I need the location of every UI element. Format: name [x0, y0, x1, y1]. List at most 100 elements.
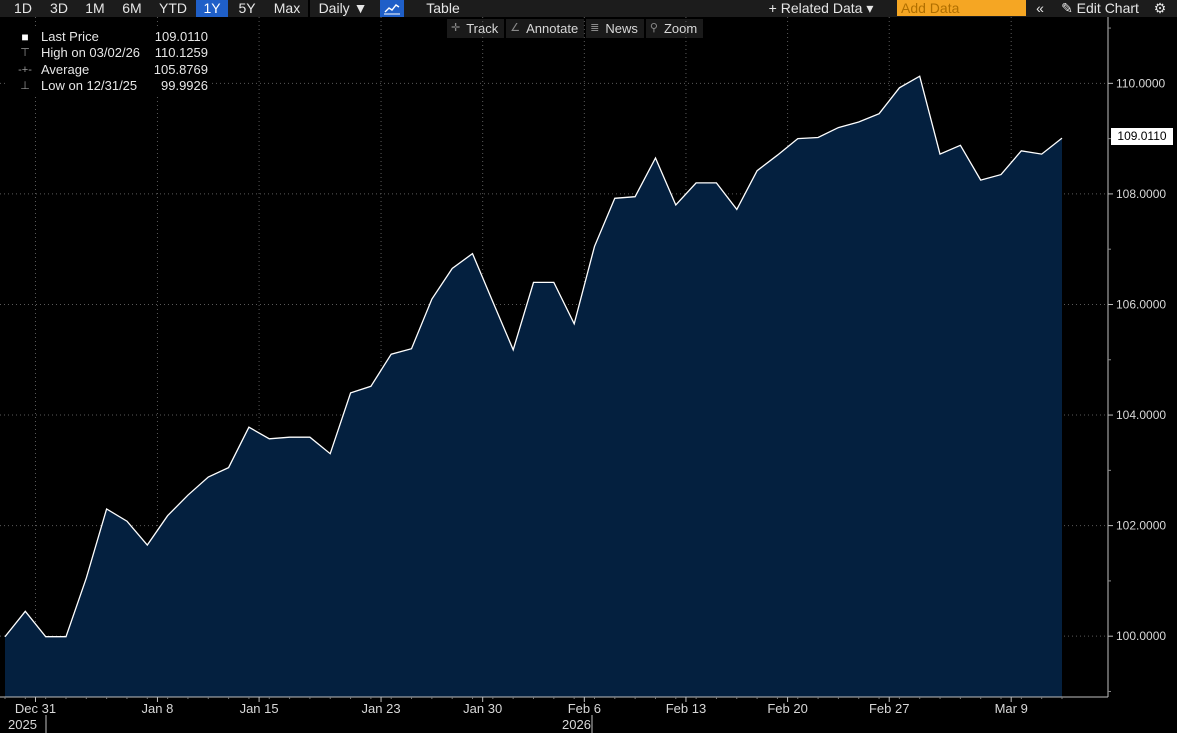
price-point — [613, 197, 616, 200]
legend-low[interactable]: ⊥ Low on 12/31/25 99.9926 — [8, 78, 212, 94]
price-point — [471, 252, 474, 255]
gear-icon[interactable]: ⚙ — [1153, 0, 1167, 16]
y-tick-label: 100.0000 — [1116, 629, 1166, 643]
y-tick-label: 102.0000 — [1116, 519, 1166, 533]
x-tick-label: Jan 8 — [142, 701, 174, 716]
x-tick-label: Jan 15 — [240, 701, 279, 716]
legend-last-price-value: 109.0110 — [154, 29, 208, 44]
white-square-icon: ■ — [21, 30, 29, 44]
annotate-label: Annotate — [526, 21, 579, 36]
price-point — [898, 86, 901, 89]
range-1y-button[interactable]: 1Y — [196, 0, 228, 17]
table-button[interactable]: Table — [426, 0, 460, 16]
range-max-button[interactable]: Max — [273, 0, 301, 16]
line-chart-icon[interactable] — [380, 0, 404, 17]
year-label: 2026 — [562, 717, 591, 732]
price-point — [918, 75, 921, 78]
price-point — [654, 156, 657, 159]
news-label: News — [605, 21, 638, 36]
legend-high[interactable]: ⊤ High on 03/02/26 110.1259 — [8, 45, 212, 61]
legend-average-value: 105.8769 — [153, 62, 208, 77]
price-point — [1040, 153, 1043, 156]
average-marker-icon: -+- — [18, 64, 32, 76]
x-tick-label: Feb 27 — [869, 701, 909, 716]
price-point — [85, 577, 88, 580]
y-axis-ticks: 100.0000 102.0000 104.0000 106.0000 108.0000… — [1108, 27, 1166, 692]
related-data-button[interactable]: + Related Data ▾ — [768, 0, 874, 16]
x-tick-label: Feb 20 — [767, 701, 807, 716]
price-point — [64, 635, 67, 638]
collapse-icon[interactable]: « — [1036, 0, 1044, 16]
pencil-icon: ∠ — [510, 22, 521, 34]
price-point — [369, 385, 372, 388]
price-point — [146, 543, 149, 546]
range-1d-button[interactable]: 1D — [14, 0, 32, 16]
chart-legend: ■ Last Price 109.0110 ⊤ High on 03/02/26… — [8, 29, 212, 97]
legend-high-value: 110.1259 — [154, 45, 208, 60]
price-point — [451, 267, 454, 270]
price-point — [1000, 173, 1003, 176]
range-ytd-button[interactable]: YTD — [159, 0, 187, 16]
price-point — [878, 112, 881, 115]
price-point — [308, 436, 311, 439]
zoom-label: Zoom — [663, 21, 698, 36]
y-tick-label: 104.0000 — [1116, 408, 1166, 422]
price-point — [532, 281, 535, 284]
x-tick-label: Dec 31 — [15, 701, 56, 716]
legend-low-value: 99.9926 — [161, 78, 208, 93]
price-point — [939, 153, 942, 156]
price-point — [390, 353, 393, 356]
annotate-button[interactable]: ∠ Annotate — [506, 19, 585, 38]
zoom-button[interactable]: ⚲ Zoom — [645, 19, 704, 38]
price-point — [288, 436, 291, 439]
news-button[interactable]: ≣ News — [586, 19, 644, 38]
y-tick-label: 110.0000 — [1116, 76, 1165, 90]
price-point — [674, 203, 677, 206]
legend-high-label: High on 03/02/26 — [41, 45, 141, 60]
low-marker-icon: ⊥ — [20, 80, 30, 92]
price-point — [44, 635, 47, 638]
price-point — [695, 181, 698, 184]
last-price-tag: 109.0110 — [1111, 128, 1173, 145]
edit-chart-button[interactable]: ✎ Edit Chart — [1061, 0, 1139, 16]
range-1m-button[interactable]: 1M — [85, 0, 105, 16]
track-button[interactable]: ✛ Track — [447, 19, 505, 38]
x-tick-label: Feb 6 — [568, 701, 601, 716]
price-point — [410, 347, 413, 350]
y-tick-label: 108.0000 — [1116, 187, 1166, 201]
legend-last-price[interactable]: ■ Last Price 109.0110 — [8, 29, 212, 45]
price-point — [735, 208, 738, 211]
price-point — [796, 137, 799, 140]
price-point — [227, 466, 230, 469]
legend-low-label: Low on 12/31/25 — [41, 78, 138, 93]
price-point — [430, 297, 433, 300]
range-3d-button[interactable]: 3D — [50, 0, 68, 16]
price-point — [1061, 137, 1064, 140]
price-point — [573, 322, 576, 325]
legend-average[interactable]: -+- Average 105.8769 — [8, 62, 212, 78]
year-label: 2025 — [8, 717, 37, 732]
price-point — [329, 452, 332, 455]
range-5y-button[interactable]: 5Y — [238, 0, 256, 16]
legend-last-price-label: Last Price — [41, 29, 99, 44]
price-point — [857, 121, 860, 124]
x-tick-label: Mar 9 — [995, 701, 1028, 716]
price-point — [105, 508, 108, 511]
price-point — [512, 348, 515, 351]
price-point — [349, 391, 352, 394]
price-point — [4, 635, 7, 638]
frequency-dropdown[interactable]: Daily ▼ — [318, 0, 368, 16]
price-point — [186, 494, 189, 497]
range-6m-button[interactable]: 6M — [122, 0, 142, 16]
high-marker-icon: ⊤ — [20, 47, 30, 59]
price-point — [1020, 149, 1023, 152]
price-point — [979, 179, 982, 182]
add-data-input[interactable] — [897, 0, 1026, 16]
y-tick-label: 106.0000 — [1116, 297, 1166, 311]
price-point — [959, 144, 962, 147]
x-tick-label: Jan 23 — [362, 701, 401, 716]
x-tick-label: Feb 13 — [666, 701, 706, 716]
price-point — [125, 520, 128, 523]
price-point — [207, 475, 210, 478]
